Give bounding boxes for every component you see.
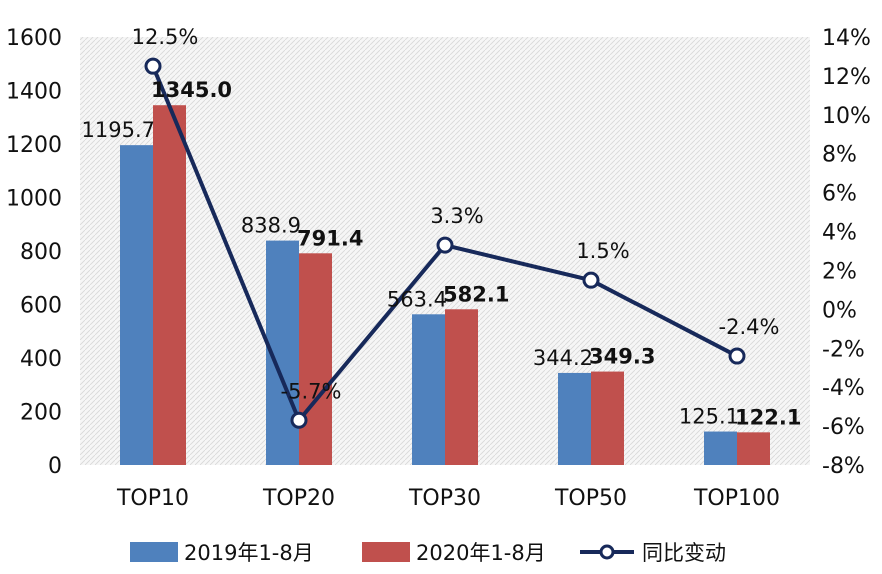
left-tick-label: 1000 [6,187,62,212]
bar-2020-top10 [153,105,186,466]
bar-value-label: 125.1 [679,405,739,429]
right-tick-label: -6% [822,415,865,440]
right-tick-label: -2% [822,337,865,362]
legend: 2019年1-8月 2020年1-8月 同比变动 [130,541,726,565]
legend-label: 同比变动 [642,541,726,565]
bar-value-label: 791.4 [297,226,363,250]
category-label-top30: TOP30 [408,486,481,511]
yoy-point-top10 [144,57,162,75]
yoy-point-top30 [436,236,454,254]
right-tick-label: 0% [822,298,857,323]
bar-2019-top30 [412,314,445,465]
left-axis-ticks: 0 200 400 600 800 1000 1200 1400 1600 [6,26,62,479]
bar-2019-top100 [704,431,737,465]
bar-value-label: 344.2 [533,346,593,370]
legend-swatch [362,542,410,562]
yoy-point-top50 [582,271,600,289]
yoy-value-label: 1.5% [576,239,629,263]
left-tick-label: 1200 [6,133,62,158]
line-layer [144,57,746,429]
yoy-point-top20 [290,411,308,429]
right-tick-label: 14% [822,26,871,51]
left-tick-label: 400 [20,347,62,372]
category-label-top50: TOP50 [554,486,627,511]
bar-value-label: 563.4 [387,287,447,311]
left-tick-label: 1600 [6,26,62,51]
legend-label: 2020年1-8月 [416,541,546,565]
legend-label: 2019年1-8月 [184,541,314,565]
right-tick-label: 10% [822,104,871,129]
category-label-top10: TOP10 [116,486,189,511]
left-tick-label: 1400 [6,80,62,105]
bar-2019-top50 [558,372,591,465]
legend-marker [599,544,615,560]
bar-2020-top100 [737,432,770,465]
right-tick-label: 2% [822,259,857,284]
right-axis-ticks: -8% -6% -4% -2% 0% 2% 4% 6% 8% 10% 12% 14% [822,26,871,479]
bar-value-label: 838.9 [241,214,301,238]
left-tick-label: 800 [20,240,62,265]
bars-layer [120,105,770,466]
legend-swatch [130,542,178,562]
bar-2020-top30 [445,309,478,465]
category-axis: TOP10 TOP20 TOP30 TOP50 TOP100 [116,486,780,511]
right-tick-label: -4% [822,376,865,401]
bar-2020-top20 [299,253,332,465]
bar-2019-top10 [120,145,153,465]
bar-value-label: 1195.7 [82,118,155,142]
right-tick-label: 8% [822,143,857,168]
yoy-value-label: 12.5% [132,25,199,49]
yoy-value-label: 3.3% [430,204,483,228]
yoy-point-top100 [728,347,746,365]
category-label-top100: TOP100 [693,486,780,511]
right-tick-label: -8% [822,454,865,479]
left-tick-label: 600 [20,294,62,319]
data-labels: 1195.7 838.9 563.4 344.2 125.1 1345.0 791.4 582… [82,25,802,429]
bar-value-label: 582.1 [443,282,509,306]
right-tick-label: 6% [822,182,857,207]
category-label-top20: TOP20 [262,486,335,511]
right-tick-label: 4% [822,221,857,246]
bar-2020-top50 [591,371,624,465]
yoy-value-label: -5.7% [281,379,342,403]
left-tick-label: 200 [20,401,62,426]
yoy-value-label: -2.4% [719,315,780,339]
right-tick-label: 12% [822,65,871,90]
bar-value-label: 122.1 [735,405,801,429]
bar-value-label: 1345.0 [151,78,232,102]
left-tick-label: 0 [48,454,62,479]
bar-value-label: 349.3 [589,345,655,369]
